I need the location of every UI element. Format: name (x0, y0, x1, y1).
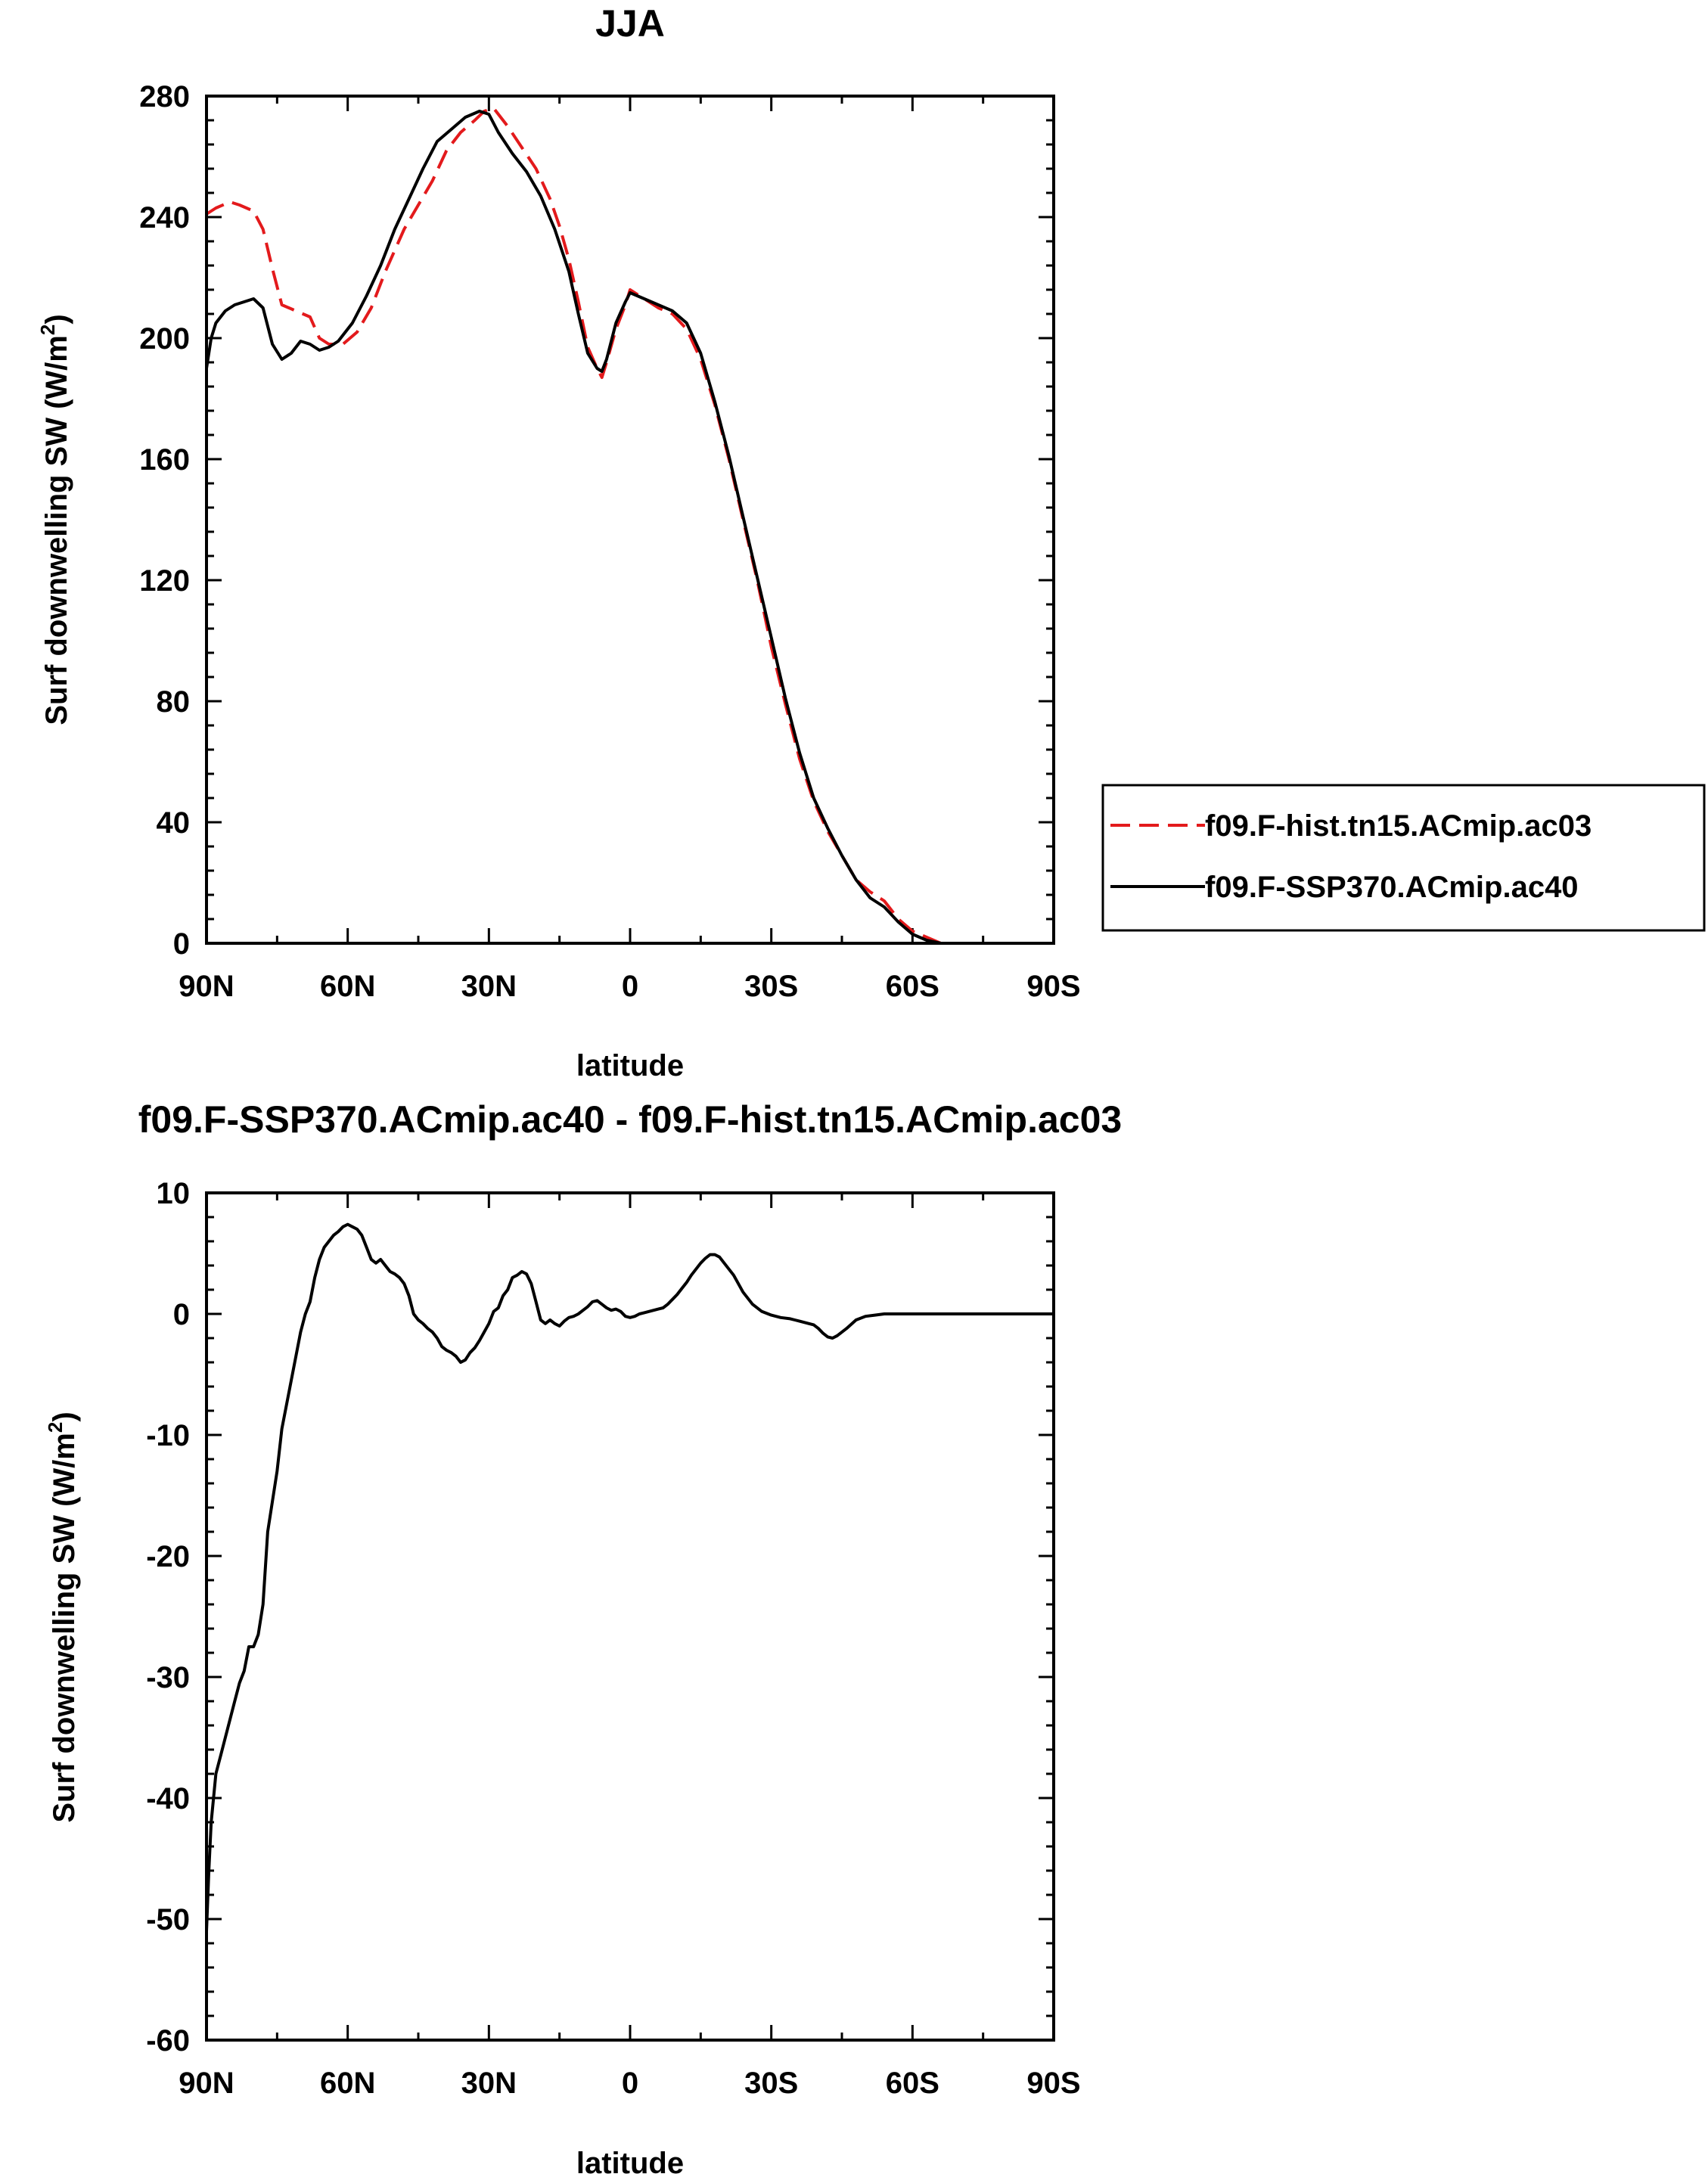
y-axis-label-text-bottom: Surf downwelling SW (W/m (48, 1433, 81, 1823)
y-tick-label: 240 (139, 201, 190, 234)
x-tick-label: 60S (886, 970, 939, 1003)
y-tick-label: 160 (139, 443, 190, 477)
chart-title: JJA (595, 2, 665, 45)
plot-frame-top (205, 95, 1055, 945)
x-tick-label: 90S (1026, 970, 1080, 1003)
series-line-f09.F-SSP370.ACmip.ac40 (205, 110, 1054, 945)
panel-bottom-difference: f09.F-SSP370.ACmip.ac40 - f09.F-hist.tn1… (44, 1098, 1122, 2177)
x-tick-label: 60N (320, 2067, 375, 2100)
y-tick-label: 0 (173, 1298, 190, 1331)
y-axis-label-suffix-bottom: ) (48, 1411, 81, 1421)
x-tick-label: 30S (744, 970, 798, 1003)
x-tick-label: 90S (1026, 2067, 1080, 2100)
y-axis-label-suffix: ) (40, 314, 73, 324)
y-axis-label: Surf downwelling SW (W/m2) (36, 314, 73, 725)
y-tick-label: -20 (146, 1540, 190, 1573)
y-tick-label: 10 (157, 1177, 191, 1210)
y-tick-label: -60 (146, 2024, 190, 2057)
y-tick-label: 120 (139, 564, 190, 598)
x-tick-label: 90N (179, 970, 234, 1003)
y-tick-label: 80 (157, 685, 191, 719)
plot-frame-bottom (205, 1191, 1055, 2042)
svg-text:Surf downwelling SW (W/m2): Surf downwelling SW (W/m2) (44, 1411, 81, 1822)
legend-box (1101, 784, 1706, 932)
y-tick-label: -30 (146, 1661, 190, 1694)
plot-area-bottom: 90N 60N 30N 0 30S 60S 90S 10 0 -10 -20 -30 -40 -50 -60 (146, 1177, 1080, 2100)
legend: f09.F-hist.tn15.ACmip.ac03 f09.F-SSP370.… (1101, 784, 1706, 932)
x-axis-label-bottom: latitude (576, 2147, 684, 2177)
y-axis-label-bottom: Surf downwelling SW (W/m2) (44, 1411, 81, 1822)
y-tick-label: -40 (146, 1782, 190, 1815)
series-line-f09.F-hist.tn15.ACmip.ac03 (205, 107, 1054, 945)
x-tick-label: 0 (622, 970, 638, 1003)
series-line-difference (205, 1222, 1054, 1932)
panel-top-jja: JJA Surf downwelling SW (W/m2) latitude … (36, 2, 1081, 1082)
x-tick-label: 30N (461, 970, 517, 1003)
y-tick-label: 40 (157, 806, 191, 840)
chart-title-difference: f09.F-SSP370.ACmip.ac40 - f09.F-hist.tn1… (138, 1098, 1122, 1141)
legend-label-hist: f09.F-hist.tn15.ACmip.ac03 (1205, 809, 1592, 843)
y-tick-label: 200 (139, 322, 190, 356)
svg-text:Surf downwelling SW (W/m2): Surf downwelling SW (W/m2) (36, 314, 73, 725)
y-tick-label: -50 (146, 1903, 190, 1936)
y-tick-label: -10 (146, 1419, 190, 1452)
plot-area-top: 90N 60N 30N 0 30S 60S 90S 0 40 80 120 160 200 240 280 (139, 80, 1080, 1003)
x-tick-label: 30N (461, 2067, 517, 2100)
x-tick-label: 60N (320, 970, 375, 1003)
x-tick-label: 90N (179, 2067, 234, 2100)
y-tick-label: 280 (139, 80, 190, 113)
x-tick-label: 0 (622, 2067, 638, 2100)
y-axis-label-text: Surf downwelling SW (W/m (40, 335, 73, 725)
legend-label-ssp370: f09.F-SSP370.ACmip.ac40 (1205, 871, 1579, 904)
y-axis-label-superscript-bottom: 2 (44, 1422, 67, 1433)
y-tick-label: 0 (173, 927, 190, 961)
x-tick-label: 30S (744, 2067, 798, 2100)
x-axis-label: latitude (576, 1049, 684, 1082)
y-axis-label-superscript: 2 (36, 325, 59, 335)
x-tick-label: 60S (886, 2067, 939, 2100)
